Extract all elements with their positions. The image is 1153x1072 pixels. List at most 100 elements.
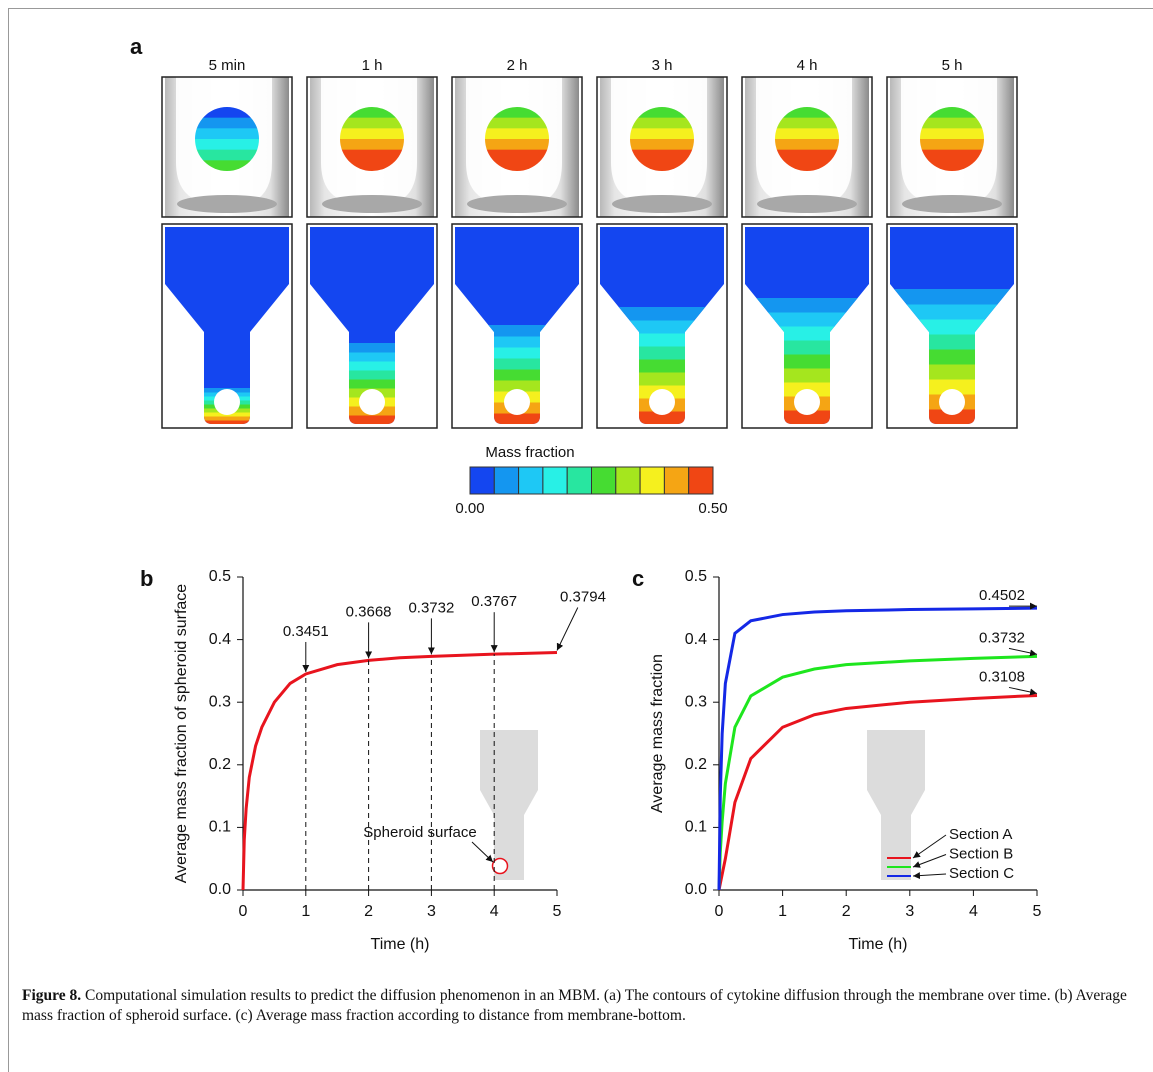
colorbar-cell	[518, 466, 544, 495]
contour-band	[310, 352, 434, 362]
contour-band	[165, 416, 289, 421]
panel-box	[306, 76, 438, 218]
tube-bottom	[177, 195, 277, 213]
spheroid-band	[340, 149, 404, 161]
contour-band	[890, 304, 1014, 320]
x-tick-label: 0	[715, 903, 724, 920]
legend-label: Section B	[949, 845, 1013, 862]
inset-shape	[867, 730, 925, 880]
annotation-label: 0.3794	[560, 588, 606, 605]
contour-band	[890, 334, 1014, 350]
spheroid-band	[485, 139, 549, 151]
x-tick-label: 5	[1033, 903, 1042, 920]
annotation-arrow	[1008, 647, 1038, 657]
y-tick-label: 0.2	[209, 756, 231, 773]
spheroid	[340, 107, 404, 171]
y-axis-title: Average mass fraction of spheroid surfac…	[173, 584, 190, 884]
frame	[8, 8, 1153, 1072]
spheroid-band	[775, 117, 839, 129]
spheroid-band	[340, 160, 404, 171]
x-tick-label: 3	[905, 903, 914, 920]
spheroid-band	[485, 128, 549, 140]
y-tick-label: 0.0	[685, 881, 707, 898]
contour-band	[310, 343, 434, 353]
contour-band	[745, 354, 869, 369]
spheroid	[195, 107, 259, 171]
y-axis-title: Average mass fraction	[649, 654, 666, 813]
tube-bottom	[467, 195, 567, 213]
y-tick-label: 0.0	[209, 881, 231, 898]
spheroid-band	[775, 128, 839, 140]
tube-bottom	[902, 195, 1002, 213]
colorbar-cell	[688, 466, 714, 495]
x-tick-label: 4	[969, 903, 978, 920]
legend-arrow	[912, 872, 947, 880]
contour-band	[455, 347, 579, 359]
x-tick-label: 5	[553, 903, 562, 920]
spheroid-band	[630, 107, 694, 119]
panel-box	[596, 223, 728, 429]
colorbar-max: 0.50	[698, 500, 727, 517]
tube-view	[310, 77, 434, 217]
panel-box	[306, 223, 438, 429]
colorbar-cell	[566, 466, 593, 495]
data-line	[241, 650, 558, 891]
spheroid-band	[195, 160, 259, 171]
x-axis-title: Time (h)	[371, 936, 430, 953]
spheroid-band	[920, 160, 984, 171]
tube-bottom	[757, 195, 857, 213]
spheroid-band	[630, 117, 694, 129]
panel-box	[741, 223, 873, 429]
spheroid-marker	[491, 857, 509, 875]
contour-band	[455, 358, 579, 370]
caption-label: Figure 8.	[22, 987, 82, 1004]
panel-box	[451, 223, 583, 429]
spheroid-band	[485, 160, 549, 171]
annotation-label: 0.3732	[979, 629, 1025, 646]
x-tick-label: 4	[490, 903, 499, 920]
x-tick-label: 1	[778, 903, 787, 920]
inset-label: Spheroid surface	[363, 824, 476, 841]
data-line	[717, 654, 1038, 891]
spheroid-band	[195, 117, 259, 129]
spheroid-band	[630, 139, 694, 151]
annotation-arrow	[556, 607, 579, 651]
contour-band	[310, 379, 434, 389]
spheroid	[920, 107, 984, 171]
time-label: 4 h	[797, 57, 818, 74]
colorbar-cell	[469, 466, 495, 495]
colorbar-cell	[615, 466, 641, 495]
panel-label: b	[140, 566, 153, 591]
legend-label: Section A	[949, 826, 1012, 843]
contour-band	[745, 326, 869, 341]
spheroid-band	[920, 139, 984, 151]
contour-band	[600, 333, 724, 347]
tube-view	[165, 77, 289, 217]
caption: Figure 8. Computational simulation resul…	[22, 986, 1132, 1026]
spheroid-band	[485, 107, 549, 119]
contour-band	[310, 361, 434, 371]
spheroid	[485, 107, 549, 171]
panel-label: c	[632, 566, 644, 591]
contour-band	[745, 340, 869, 355]
spheroid-band	[630, 160, 694, 171]
contour-band	[455, 380, 579, 392]
annotation-label: 0.3668	[346, 603, 392, 620]
y-tick-label: 0.5	[685, 568, 707, 585]
colorbar-cell	[591, 466, 617, 495]
y-tick-label: 0.3	[209, 693, 231, 710]
spheroid-band	[485, 149, 549, 161]
colorbar-cell	[663, 466, 690, 495]
contour-band	[745, 298, 869, 313]
contour-band	[600, 346, 724, 360]
contour-band	[455, 413, 579, 424]
inset-arrow	[471, 841, 494, 863]
time-label: 1 h	[362, 57, 383, 74]
spheroid-hole	[504, 389, 530, 415]
tube-view	[745, 77, 869, 217]
contour-band	[455, 325, 579, 337]
spheroid	[775, 107, 839, 171]
tube-bottom	[322, 195, 422, 213]
contour-band	[890, 319, 1014, 335]
contour-band	[890, 289, 1014, 305]
